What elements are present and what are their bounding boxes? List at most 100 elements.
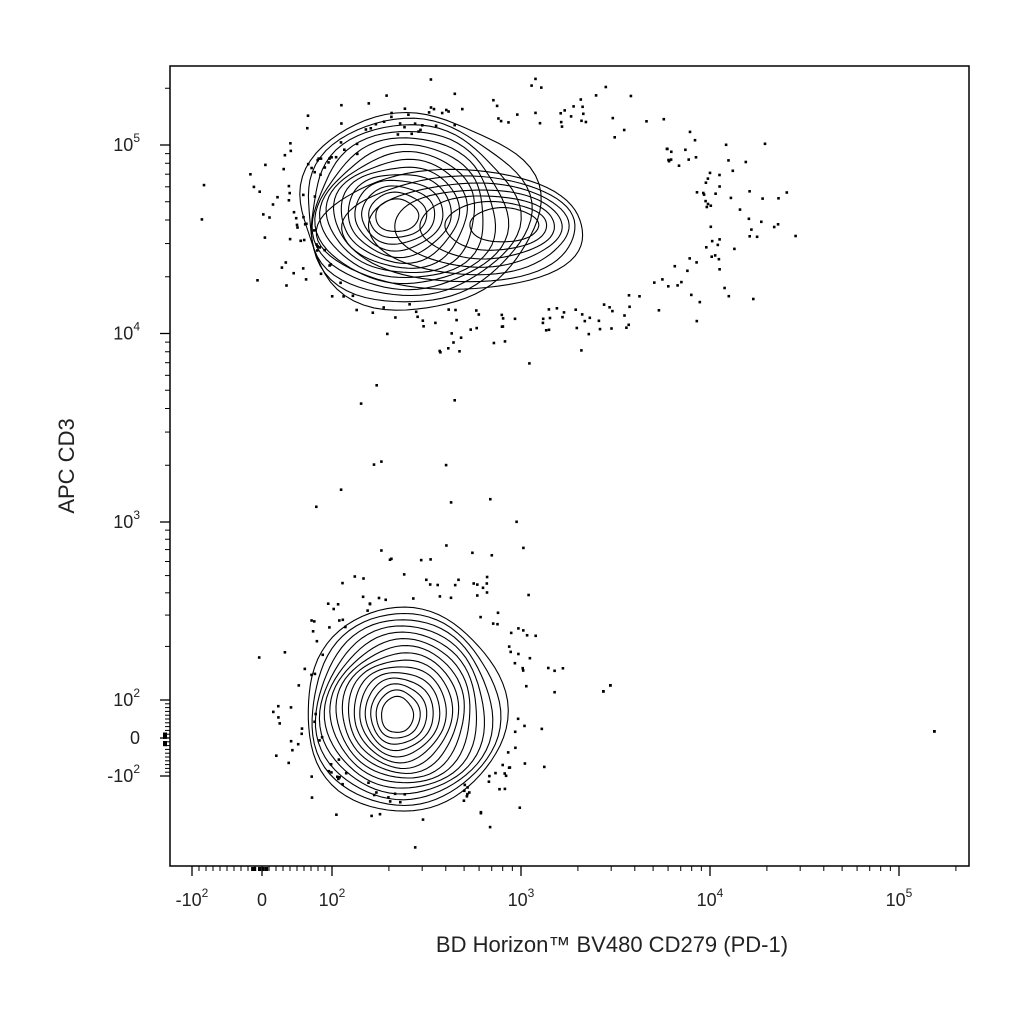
- event-dot: [476, 594, 479, 597]
- event-dot: [292, 271, 295, 275]
- event-dot: [338, 776, 341, 779]
- event-dot: [368, 602, 372, 605]
- event-dot: [475, 309, 478, 312]
- event-dot: [694, 156, 698, 159]
- event-dot: [344, 771, 348, 775]
- event-dots: [163, 77, 936, 871]
- event-dot: [608, 306, 611, 309]
- event-dot: [670, 150, 673, 154]
- event-dot: [353, 575, 357, 578]
- x-tick-label: 104: [697, 886, 724, 910]
- event-dot: [429, 558, 432, 561]
- event-dot: [748, 190, 751, 193]
- event-dot: [695, 191, 699, 194]
- contour-line: [341, 175, 576, 283]
- event-dot: [163, 733, 167, 737]
- event-dot: [410, 132, 413, 136]
- event-dot: [492, 98, 495, 102]
- event-dot: [436, 583, 439, 587]
- contour-line: [340, 166, 461, 264]
- event-dot: [598, 327, 602, 331]
- event-dot: [716, 243, 720, 247]
- event-dot: [752, 297, 755, 301]
- event-dot: [263, 236, 267, 239]
- event-dot: [485, 575, 489, 579]
- event-dot: [776, 223, 780, 226]
- contour-line: [325, 150, 476, 274]
- event-dot: [488, 825, 492, 829]
- contour-line: [310, 124, 522, 297]
- event-dot: [314, 712, 317, 716]
- event-dot: [498, 787, 501, 791]
- event-dot: [340, 122, 343, 125]
- contour-line: [332, 158, 468, 269]
- event-dot: [709, 204, 713, 207]
- event-dot: [355, 142, 359, 146]
- event-dot: [262, 213, 265, 216]
- event-dot: [562, 311, 566, 314]
- x-tick-label: 103: [508, 886, 535, 910]
- event-dot: [517, 627, 520, 630]
- event-dot: [495, 104, 499, 108]
- event-dot: [661, 278, 664, 281]
- event-dot: [688, 130, 692, 134]
- event-dot: [313, 195, 317, 198]
- event-dot: [727, 159, 730, 162]
- event-dot: [677, 164, 681, 167]
- event-dot: [447, 110, 450, 113]
- event-dot: [289, 739, 293, 743]
- event-dot: [372, 463, 376, 466]
- event-dot: [613, 136, 616, 139]
- event-dot: [453, 123, 456, 127]
- event-dot: [501, 325, 505, 328]
- event-dot: [313, 672, 317, 676]
- event-dot: [277, 716, 280, 719]
- event-dot: [449, 596, 453, 600]
- event-dot: [288, 191, 291, 195]
- event-dot: [283, 651, 287, 654]
- plot-frame: [169, 65, 970, 867]
- event-dot: [579, 98, 583, 101]
- event-dot: [534, 634, 537, 638]
- event-dot: [317, 157, 320, 160]
- event-dot: [356, 152, 359, 156]
- event-dot: [294, 216, 298, 220]
- event-dot: [610, 327, 613, 330]
- event-dot: [481, 586, 485, 590]
- event-dot: [622, 128, 626, 132]
- event-dot: [361, 595, 365, 599]
- event-dot: [748, 235, 751, 238]
- contour-line: [311, 130, 510, 291]
- event-dot: [382, 306, 385, 309]
- event-dot: [755, 235, 759, 239]
- event-dot: [628, 305, 631, 309]
- event-dot: [372, 793, 376, 797]
- event-dot: [304, 278, 308, 281]
- event-dot: [580, 119, 583, 123]
- event-dot: [702, 193, 706, 196]
- event-dot: [521, 666, 524, 670]
- event-dot: [310, 166, 313, 170]
- event-dot: [339, 488, 343, 491]
- event-dot: [525, 684, 528, 688]
- contour-line: [359, 672, 441, 758]
- event-dot: [597, 319, 601, 323]
- event-dot: [528, 656, 532, 660]
- event-dot: [604, 85, 608, 89]
- event-dot: [447, 308, 450, 311]
- event-dot: [500, 313, 504, 317]
- event-dot: [413, 846, 417, 849]
- event-dot: [454, 308, 457, 312]
- event-dot: [284, 261, 288, 264]
- event-dot: [676, 284, 679, 287]
- event-dot: [555, 307, 559, 310]
- event-dot: [334, 155, 338, 159]
- event-dot: [538, 121, 542, 125]
- event-dot: [313, 229, 316, 232]
- event-dot: [385, 94, 388, 97]
- event-dot: [419, 558, 423, 562]
- event-dot: [547, 308, 551, 311]
- event-dot: [438, 595, 442, 598]
- event-dot: [394, 316, 397, 319]
- event-dot: [323, 166, 327, 169]
